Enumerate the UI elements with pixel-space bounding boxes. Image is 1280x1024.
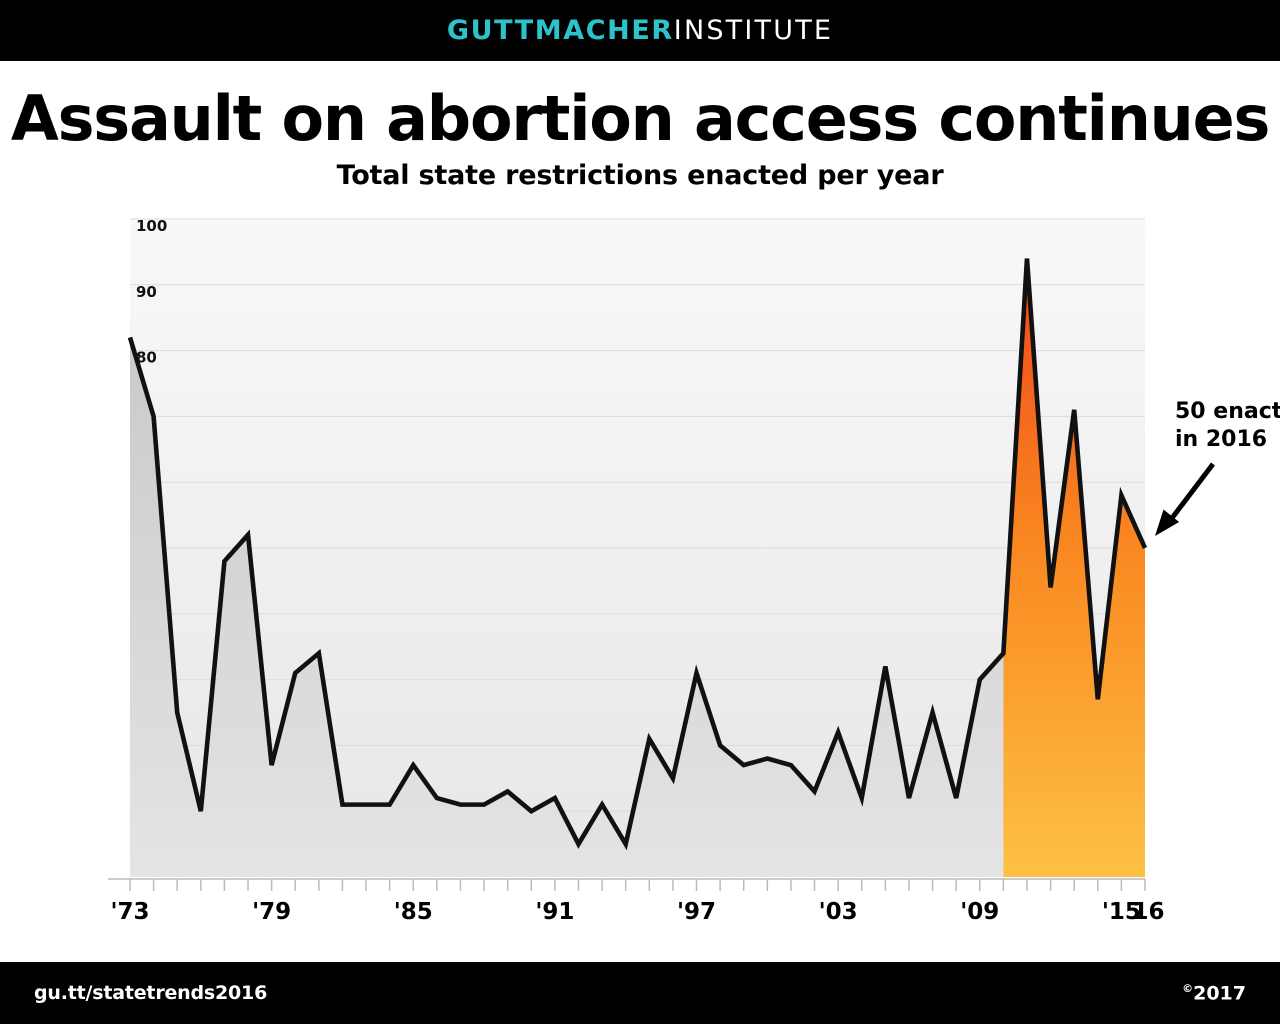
x-tick-label: '73 bbox=[110, 899, 149, 925]
footer-copyright: ©2017 bbox=[1182, 982, 1246, 1004]
y-tick-label: 90 bbox=[136, 283, 157, 301]
x-tick-label: '79 bbox=[252, 899, 291, 925]
x-tick-label: '03 bbox=[819, 899, 858, 925]
logo-secondary-text: INSTITUTE bbox=[673, 15, 834, 46]
area-chart: 102030405060708090100 '73'79'85'91'97'03… bbox=[108, 217, 1280, 925]
copyright-year: 2017 bbox=[1193, 982, 1246, 1005]
x-tick-label: '91 bbox=[535, 899, 574, 925]
x-tick-label: '15 bbox=[1102, 899, 1141, 925]
series-area-highlight bbox=[1003, 258, 1145, 877]
callout-annotation: 50 enacted in 2016 bbox=[1155, 399, 1280, 536]
y-tick-label: 100 bbox=[136, 217, 167, 235]
x-axis-tick-labels: '73 '79 '85 '91 '97 '03 '09 '15'16 bbox=[110, 899, 1164, 925]
x-tick-label: '97 bbox=[677, 899, 716, 925]
x-tick-label: '85 bbox=[394, 899, 433, 925]
x-axis bbox=[108, 878, 1146, 891]
y-tick-label: 80 bbox=[136, 349, 157, 367]
footer-link[interactable]: gu.tt/statetrends2016 bbox=[34, 982, 268, 1004]
x-tick-label: '16 bbox=[1125, 899, 1164, 925]
series-line bbox=[127, 258, 1148, 851]
x-tick-label: '09 bbox=[960, 899, 999, 925]
footer-bar: gu.tt/statetrends2016 ©2017 bbox=[0, 962, 1280, 1024]
annotation-line-1: 50 enacted bbox=[1175, 399, 1280, 424]
series-area-gray bbox=[130, 337, 1004, 877]
guttmacher-logo: GUTTMACHERINSTITUTE bbox=[447, 15, 833, 46]
annotation-arrow-icon bbox=[1155, 462, 1215, 536]
annotation-line-2: in 2016 bbox=[1175, 427, 1267, 452]
copyright-symbol: © bbox=[1182, 981, 1194, 995]
page-subtitle: Total state restrictions enacted per yea… bbox=[336, 160, 944, 191]
page-title: Assault on abortion access continues bbox=[10, 82, 1271, 155]
brand-header-bar: GUTTMACHERINSTITUTE bbox=[0, 0, 1280, 61]
chart-container: 102030405060708090100 '73'79'85'91'97'03… bbox=[0, 205, 1280, 925]
logo-primary-text: GUTTMACHER bbox=[446, 15, 674, 46]
